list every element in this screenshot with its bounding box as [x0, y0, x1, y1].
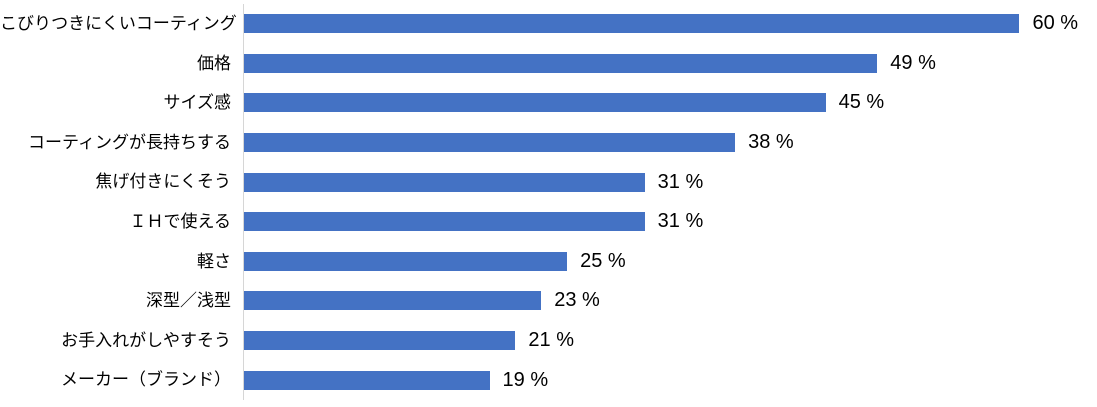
plot-area: 21 % — [243, 320, 1097, 361]
category-label: お手入れがしやすそう — [61, 330, 231, 350]
value-label: 31 % — [657, 210, 704, 233]
value-label: 25 % — [580, 249, 626, 272]
value-label: 19 % — [502, 368, 549, 391]
category-label: コーティングが長持ちする — [28, 132, 231, 152]
bar — [244, 291, 542, 311]
bar-row: こびりつきにくいコーティング 60 % — [0, 4, 1097, 44]
bar-row: メーカー（ブランド） 19 % — [0, 360, 1097, 400]
bar — [244, 212, 645, 232]
plot-area: 19 % — [243, 360, 1097, 400]
plot-area: 49 % — [243, 43, 1097, 84]
value-label: 60 % — [1032, 12, 1079, 35]
plot-area: 25 % — [243, 241, 1097, 282]
bar-row: 深型／浅型 23 % — [0, 281, 1097, 321]
bar — [244, 172, 645, 192]
plot-area: 23 % — [243, 281, 1097, 321]
value-label: 23 % — [554, 289, 600, 312]
bar — [244, 93, 826, 113]
category-label: 焦げ付きにくそう — [95, 172, 231, 192]
value-label: 31 % — [657, 170, 704, 193]
category-label: ＩＨで使える — [129, 211, 232, 231]
bar — [244, 14, 1020, 34]
value-label: 49 % — [890, 51, 936, 74]
category-label: サイズ感 — [163, 93, 232, 113]
plot-area: 31 % — [243, 201, 1097, 242]
value-label: 21 % — [528, 329, 574, 352]
category-label: 深型／浅型 — [146, 291, 231, 311]
plot-area: 60 % — [243, 4, 1097, 44]
category-label: メーカー（ブランド） — [61, 370, 231, 390]
category-label: 軽さ — [197, 251, 231, 271]
bar — [244, 370, 490, 390]
bar-row: コーティングが長持ちする 38 % — [0, 122, 1097, 163]
bar-row: 価格 49 % — [0, 43, 1097, 84]
value-label: 45 % — [838, 91, 885, 114]
bar — [244, 53, 878, 73]
bar-row: ＩＨで使える 31 % — [0, 201, 1097, 242]
plot-area: 31 % — [243, 162, 1097, 202]
bar — [244, 133, 736, 153]
bar-row: サイズ感 45 % — [0, 83, 1097, 123]
plot-area: 38 % — [243, 122, 1097, 163]
category-label: こびりつきにくいコーティング — [0, 14, 237, 34]
bar-row: 焦げ付きにくそう 31 % — [0, 162, 1097, 202]
plot-area: 45 % — [243, 83, 1097, 123]
bar-row: お手入れがしやすそう 21 % — [0, 320, 1097, 361]
bar — [244, 251, 568, 271]
bar-row: 軽さ 25 % — [0, 241, 1097, 282]
value-label: 38 % — [748, 131, 794, 154]
bar — [244, 331, 516, 351]
category-label: 価格 — [197, 53, 231, 73]
